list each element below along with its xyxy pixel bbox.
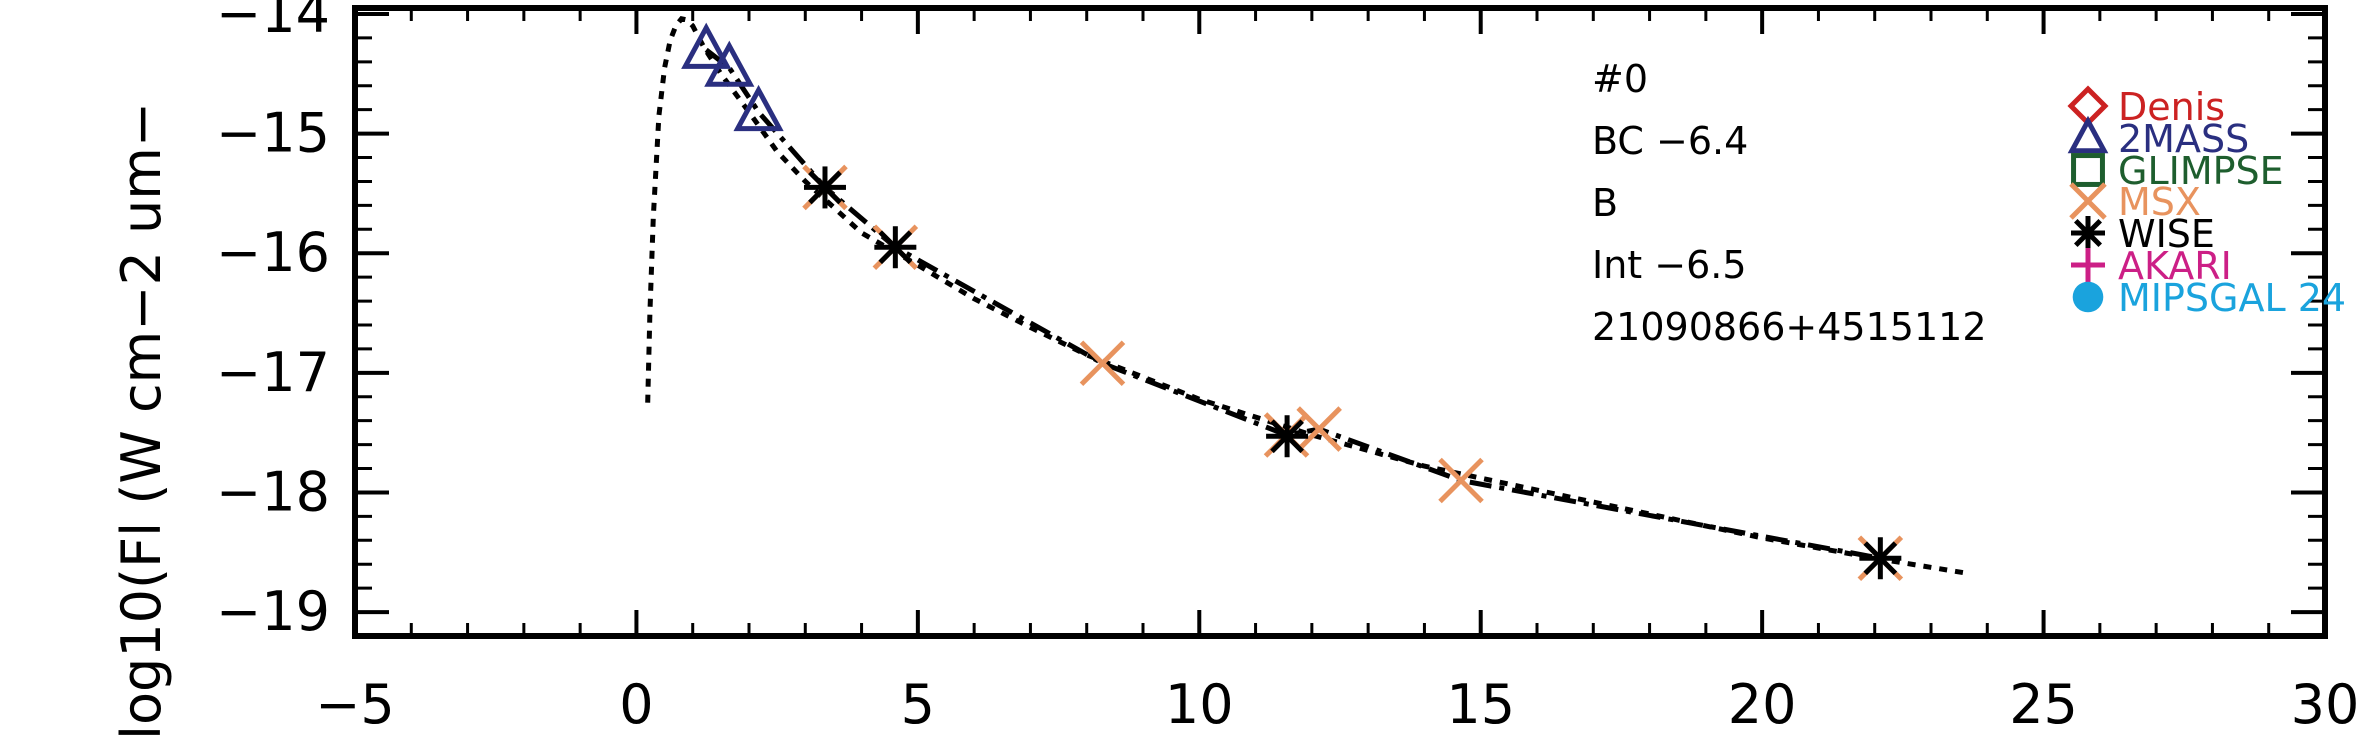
- photometry-points: [681, 22, 1904, 582]
- 2mass-point: [704, 40, 755, 87]
- model-curves: [645, 16, 1971, 577]
- wise-point-stroke: [1270, 419, 1304, 454]
- fit-curve-dashdot: [704, 47, 1881, 561]
- msx-point: [1438, 457, 1484, 504]
- 2mass-point: [733, 84, 784, 132]
- msx-point-stroke: [1438, 457, 1484, 504]
- legend-label: GLIMPSE: [2118, 149, 2284, 193]
- x-tick-label: 0: [619, 673, 653, 736]
- plot-frame: [352, 5, 2328, 639]
- y-tick-label: −15: [216, 102, 330, 165]
- wise-point: [1266, 415, 1309, 458]
- model-curve-dotted: [645, 16, 1971, 577]
- legend-marker-asterisk-stroke: [2073, 218, 2103, 248]
- annotation-line: 21090866+4515112: [1592, 305, 1987, 349]
- axes: −5 0 5 10 15 20 25 30 −19 −18 −17 −16 −15 −14 log10(Fl…: [110, 0, 2359, 740]
- y-tick-label: −18: [216, 460, 330, 523]
- wise-point-stroke: [878, 230, 913, 265]
- y-tick-label: −19: [216, 580, 330, 643]
- annotation-line: B: [1592, 181, 1618, 225]
- wise-point: [1859, 537, 1902, 580]
- legend-label: Denis: [2118, 85, 2225, 129]
- annotations: #0 BC −6.4 B Int −6.5 21090866+4515112: [1592, 57, 1987, 349]
- legend-marker-square-shape: [2071, 153, 2105, 187]
- wise-point: [874, 226, 917, 269]
- x-tick-label: 20: [1728, 673, 1797, 736]
- y-tick-label: −16: [216, 221, 330, 284]
- wise-point-stroke: [1863, 541, 1898, 576]
- legend-marker-triangle-shape: [2067, 115, 2109, 154]
- legend-label: MIPSGAL 24: [2118, 276, 2346, 320]
- legend-label: 2MASS: [2118, 117, 2249, 161]
- legend-marker-x-stroke: [2069, 182, 2107, 220]
- msx-point-stroke: [1079, 340, 1126, 387]
- x-tick-label: 5: [901, 673, 935, 736]
- msx-point: [1079, 340, 1126, 387]
- 2mass-point: [681, 22, 732, 69]
- legend-marker-asterisk: [2071, 216, 2105, 250]
- annotation-line: #0: [1592, 57, 1648, 101]
- wise-point-stroke: [808, 170, 842, 205]
- y-tick-label: −14: [216, 0, 330, 45]
- x-tick-label: 25: [2009, 673, 2078, 736]
- legend-marker-plus: [2071, 248, 2105, 282]
- x-tick-label: 10: [1165, 673, 1234, 736]
- legend-marker-x: [2069, 182, 2107, 220]
- annotation-line: Int −6.5: [1592, 243, 1747, 287]
- y-tick-label: −17: [216, 341, 330, 404]
- x-tick-label: 15: [1446, 673, 1515, 736]
- legend-marker-square: [2071, 153, 2105, 187]
- legend-marker-triangle: [2067, 115, 2109, 154]
- x-tick-label: 30: [2291, 673, 2360, 736]
- 2mass-point-shape: [733, 84, 784, 132]
- legend-marker-circle: [2072, 281, 2104, 313]
- legend-marker-circle-shape: [2072, 281, 2104, 313]
- legend-label: WISE: [2118, 212, 2215, 256]
- 2mass-point-shape: [704, 40, 755, 87]
- annotation-line: BC −6.4: [1592, 119, 1748, 163]
- msx-point-stroke: [1296, 406, 1342, 452]
- 2mass-point-shape: [681, 22, 732, 69]
- msx-point: [1296, 406, 1342, 452]
- legend-label: MSX: [2118, 180, 2201, 224]
- legend-label: AKARI: [2118, 244, 2232, 288]
- wise-point: [803, 166, 846, 209]
- x-tick-label: −5: [315, 673, 395, 736]
- y-axis-title: log10(Fl (W cm−2 um−: [110, 102, 173, 740]
